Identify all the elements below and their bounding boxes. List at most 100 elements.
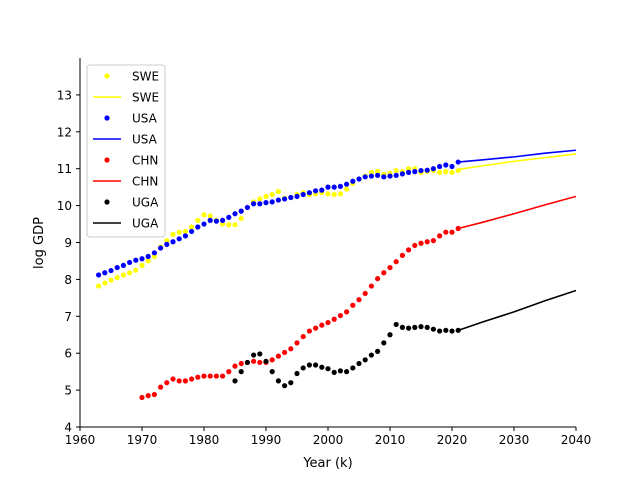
data-point-uga <box>294 370 300 377</box>
series-usa <box>96 149 577 278</box>
data-point-uga <box>424 324 430 330</box>
data-point-usa <box>368 173 374 179</box>
data-point-swe <box>96 283 102 289</box>
data-point-usa <box>158 245 164 251</box>
series-line-usa <box>458 149 577 163</box>
data-point-usa <box>164 241 170 247</box>
data-point-swe <box>337 191 343 197</box>
data-point-uga <box>393 321 399 328</box>
data-point-usa <box>102 270 108 276</box>
legend-marker-chn <box>104 157 110 163</box>
data-point-usa <box>306 190 312 196</box>
data-point-chn <box>139 394 145 401</box>
data-point-chn <box>213 373 219 379</box>
data-point-usa <box>313 188 319 194</box>
data-point-usa <box>282 196 288 202</box>
data-point-usa <box>182 233 188 239</box>
data-point-usa <box>412 169 418 175</box>
data-point-usa <box>207 217 213 223</box>
legend-label-usa: USA <box>132 112 158 126</box>
data-point-usa <box>257 201 263 207</box>
data-point-chn <box>306 328 312 334</box>
data-point-usa <box>294 193 300 199</box>
data-point-usa <box>406 169 412 175</box>
axes: 1960 1970 1980 1990 2000 2010 2020 2030 2040 4 5 6… <box>32 58 591 471</box>
data-point-chn <box>381 270 387 276</box>
data-point-swe <box>449 169 455 175</box>
data-point-usa <box>430 166 436 172</box>
data-point-chn <box>430 238 436 244</box>
data-point-swe <box>139 262 145 268</box>
data-point-swe <box>164 238 170 244</box>
series-uga <box>232 289 577 389</box>
data-point-usa <box>213 218 219 224</box>
data-point-chn <box>238 360 244 367</box>
data-point-swe <box>344 186 350 192</box>
data-point-uga <box>356 360 362 367</box>
data-point-usa <box>449 163 455 170</box>
legend: SWE SWE USA USA CHN CHN UGA UGA <box>86 64 166 238</box>
data-point-usa <box>300 191 306 198</box>
data-point-usa <box>331 184 337 190</box>
data-point-usa <box>350 178 356 184</box>
data-point-uga <box>418 324 424 330</box>
data-point-uga <box>306 362 312 368</box>
data-point-uga <box>288 380 294 386</box>
data-point-swe <box>220 221 226 227</box>
data-point-swe <box>120 272 126 278</box>
y-tick-label: 13 <box>57 88 72 102</box>
data-point-usa <box>244 204 250 211</box>
data-point-uga <box>300 365 306 371</box>
data-point-uga <box>337 368 343 374</box>
x-tick-label: 2010 <box>375 433 406 447</box>
y-tick-label: 10 <box>57 199 72 213</box>
data-point-uga <box>455 327 461 333</box>
data-point-chn <box>449 229 455 235</box>
legend-label-chn: CHN <box>132 154 158 168</box>
legend-marker-uga <box>104 199 110 205</box>
data-point-chn <box>182 378 188 384</box>
data-point-chn <box>412 242 418 249</box>
x-tick-label: 2030 <box>499 433 530 447</box>
data-point-swe <box>114 274 120 281</box>
data-point-swe <box>189 224 195 230</box>
data-point-usa <box>263 200 269 206</box>
legend-label-swe: SWE <box>132 91 159 105</box>
data-point-swe <box>325 191 331 197</box>
series-line-chn <box>458 195 577 230</box>
y-axis-ticks: 4 5 6 7 8 9 10 11 12 13 <box>57 88 80 435</box>
y-tick-label: 6 <box>64 347 72 361</box>
legend-label-uga: UGA <box>132 217 159 231</box>
data-point-swe <box>201 212 207 218</box>
data-point-chn <box>368 283 374 289</box>
data-point-chn <box>232 363 238 369</box>
data-point-chn <box>269 357 275 363</box>
data-point-chn <box>257 359 263 366</box>
data-point-swe <box>275 188 281 195</box>
data-point-uga <box>263 358 269 364</box>
data-point-usa <box>362 174 368 180</box>
data-point-chn <box>207 373 213 379</box>
data-point-swe <box>455 167 461 174</box>
data-point-swe <box>375 169 381 175</box>
data-point-usa <box>399 171 405 177</box>
data-point-chn <box>151 391 157 398</box>
data-point-uga <box>275 378 281 384</box>
y-tick-label: 12 <box>57 125 72 139</box>
data-point-chn <box>455 225 461 232</box>
data-point-uga <box>412 324 418 330</box>
data-point-uga <box>430 326 436 332</box>
data-point-swe <box>108 277 114 283</box>
data-point-chn <box>350 302 356 308</box>
data-point-chn <box>375 276 381 282</box>
y-tick-label: 11 <box>57 162 72 176</box>
data-point-chn <box>362 290 368 297</box>
data-point-usa <box>170 239 176 245</box>
x-tick-label: 1970 <box>127 433 158 447</box>
data-point-uga <box>257 351 263 357</box>
data-point-uga <box>269 369 275 375</box>
data-point-usa <box>232 211 238 217</box>
data-point-chn <box>251 358 257 364</box>
data-point-uga <box>368 352 374 358</box>
